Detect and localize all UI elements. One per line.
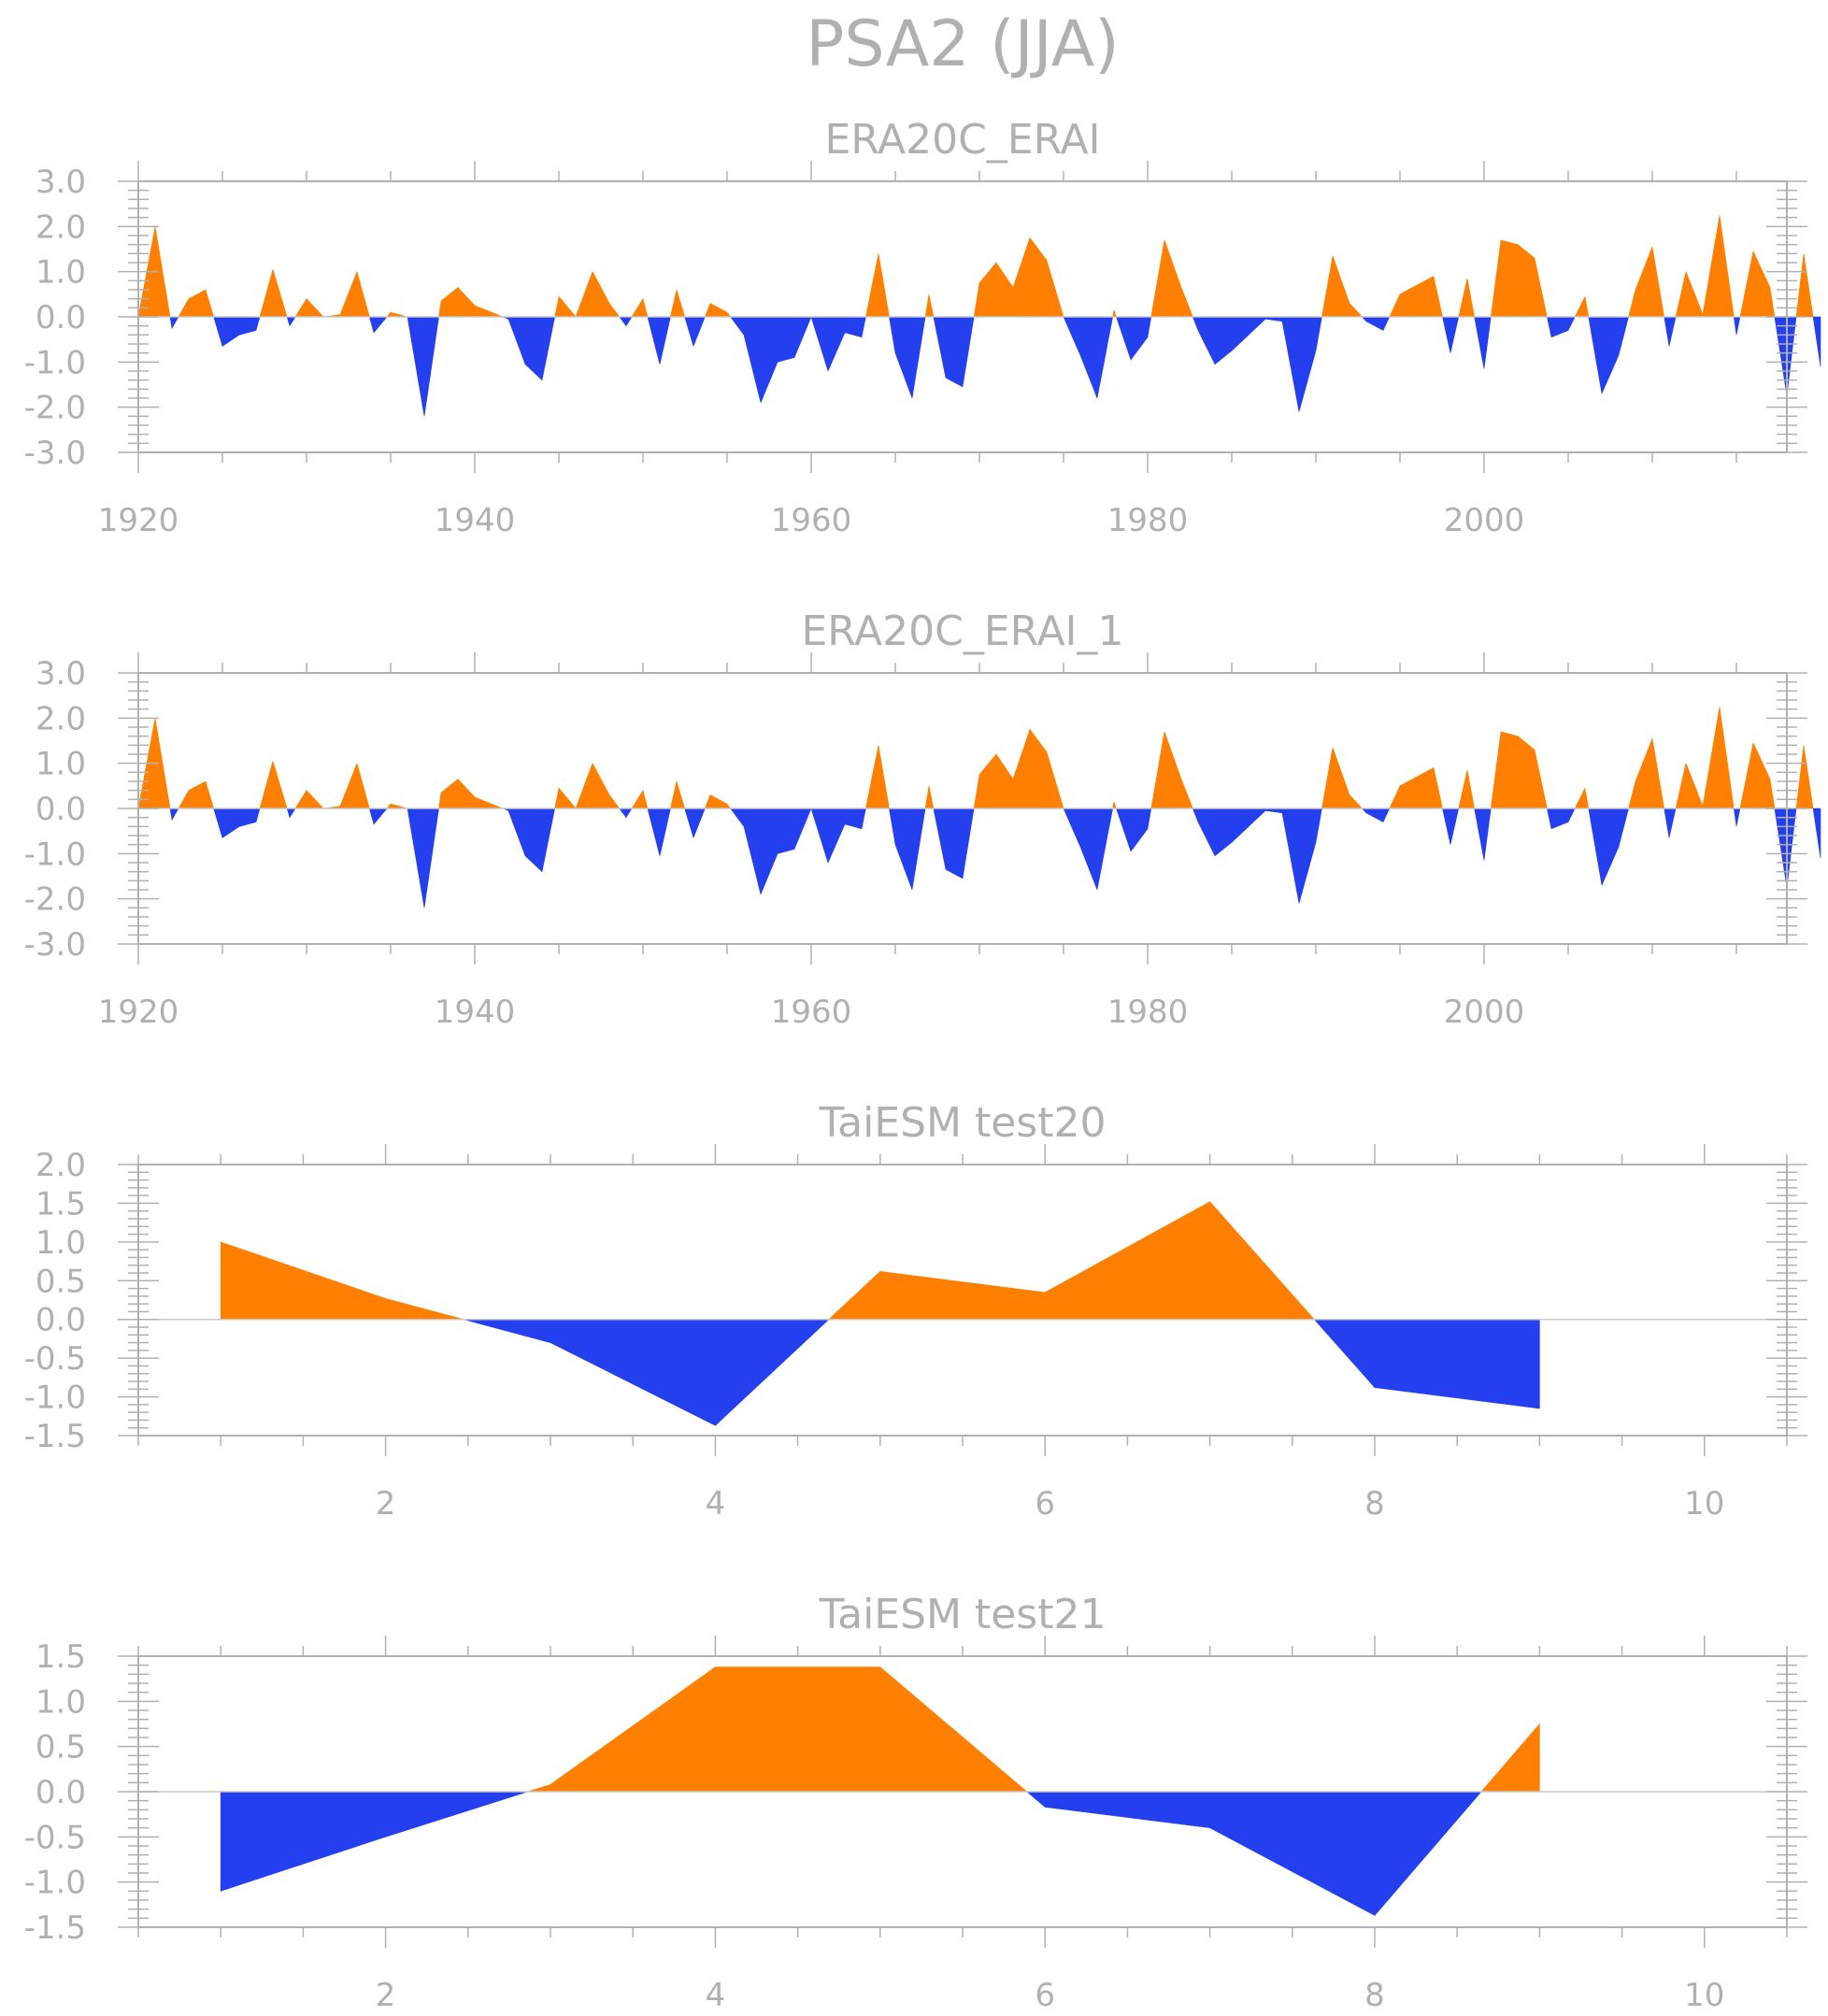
y-tick-label: 0.0 (36, 791, 86, 828)
x-tick-label: 1920 (98, 994, 179, 1031)
x-tick-label: 1920 (98, 502, 179, 539)
x-tick-label: 1960 (771, 994, 852, 1031)
x-tick-label: 8 (1364, 1485, 1385, 1523)
x-tick-label: 10 (1684, 1485, 1724, 1523)
y-tick-label: 3.0 (36, 164, 86, 201)
y-tick-label: 0.0 (36, 1774, 86, 1811)
y-tick-label: -2.0 (24, 881, 86, 919)
chart-panel-3: TaiESM test20 2.01.51.00.50.0-0.5-1.0-1.5… (24, 1099, 1807, 1523)
y-tick-label: 3.0 (36, 655, 86, 693)
positive-area (220, 1200, 1315, 1321)
y-tick-label: -3.0 (24, 926, 86, 964)
y-tick-label: 1.0 (36, 746, 86, 783)
x-tick-label: 2 (376, 1977, 396, 2014)
x-tick-label: 2000 (1444, 994, 1525, 1031)
y-tick-label: -1.5 (24, 1418, 86, 1455)
chart-panel-1: ERA20C_ERAI 3.0 2.0 1.0 0.0 -1.0 -2.0 -3.0 1920 1… (24, 116, 1821, 539)
panel-title: TaiESM test20 (819, 1099, 1107, 1147)
x-tick-label: 10 (1684, 1977, 1724, 2014)
y-tick-label: -1.5 (24, 1909, 86, 1947)
y-tick-label: 2.0 (36, 1147, 86, 1184)
y-tick-label: 1.0 (36, 1683, 86, 1721)
y-tick-label: 0.0 (36, 299, 86, 336)
y-tick-label: -3.0 (24, 435, 86, 472)
main-title: PSA2 (JJA) (806, 7, 1119, 81)
positive-area (527, 1666, 1540, 1793)
negative-area (464, 1319, 1540, 1426)
y-tick-label: 2.0 (36, 208, 86, 246)
negative-area (169, 808, 1821, 908)
x-tick-label: 2 (376, 1485, 396, 1523)
y-tick-label: 1.0 (36, 1224, 86, 1262)
positive-area (137, 707, 1814, 809)
chart-panel-2: ERA20C_ERAI_1 3.0 2.0 1.0 0.0 -1.0 -2.0 -3.0 192… (24, 608, 1821, 1031)
x-tick-label: 1940 (435, 994, 516, 1031)
positive-area (137, 215, 1814, 318)
x-tick-label: 1980 (1107, 502, 1189, 539)
negative-area (169, 316, 1821, 417)
x-tick-label: 6 (1035, 1485, 1055, 1523)
chart-panel-4: TaiESM test21 1.5 1.0 0.5 0.0 -0.5 -1.0 -1.5 2 4 6… (24, 1591, 1807, 2014)
x-tick-label: 1960 (771, 502, 852, 539)
y-tick-label: 1.5 (36, 1185, 86, 1222)
y-tick-label: 1.0 (36, 254, 86, 292)
x-tick-label: 8 (1364, 1977, 1385, 2014)
panel-title: ERA20C_ERAI_1 (801, 608, 1123, 655)
y-tick-label: 0.5 (36, 1263, 86, 1300)
y-tick-label: -2.0 (24, 390, 86, 427)
y-tick-label: -0.5 (24, 1340, 86, 1378)
y-tick-label: -1.0 (24, 1380, 86, 1417)
y-tick-label: 0.5 (36, 1729, 86, 1766)
y-tick-label: 1.5 (36, 1638, 86, 1676)
x-tick-label: 6 (1035, 1977, 1055, 2014)
x-tick-label: 4 (706, 1977, 726, 2014)
x-tick-label: 1940 (435, 502, 516, 539)
x-tick-label: 1980 (1107, 994, 1189, 1031)
y-tick-label: -1.0 (24, 1865, 86, 1902)
negative-area (220, 1791, 1482, 1917)
y-tick-label: 0.0 (36, 1302, 86, 1339)
x-tick-label: 2000 (1444, 502, 1525, 539)
x-tick-label: 4 (706, 1485, 726, 1523)
panel-title: TaiESM test21 (819, 1591, 1107, 1638)
y-tick-label: 2.0 (36, 700, 86, 737)
y-tick-label: -1.0 (24, 836, 86, 873)
y-tick-label: -1.0 (24, 344, 86, 381)
panel-title: ERA20C_ERAI (824, 116, 1100, 164)
y-tick-label: -0.5 (24, 1819, 86, 1856)
